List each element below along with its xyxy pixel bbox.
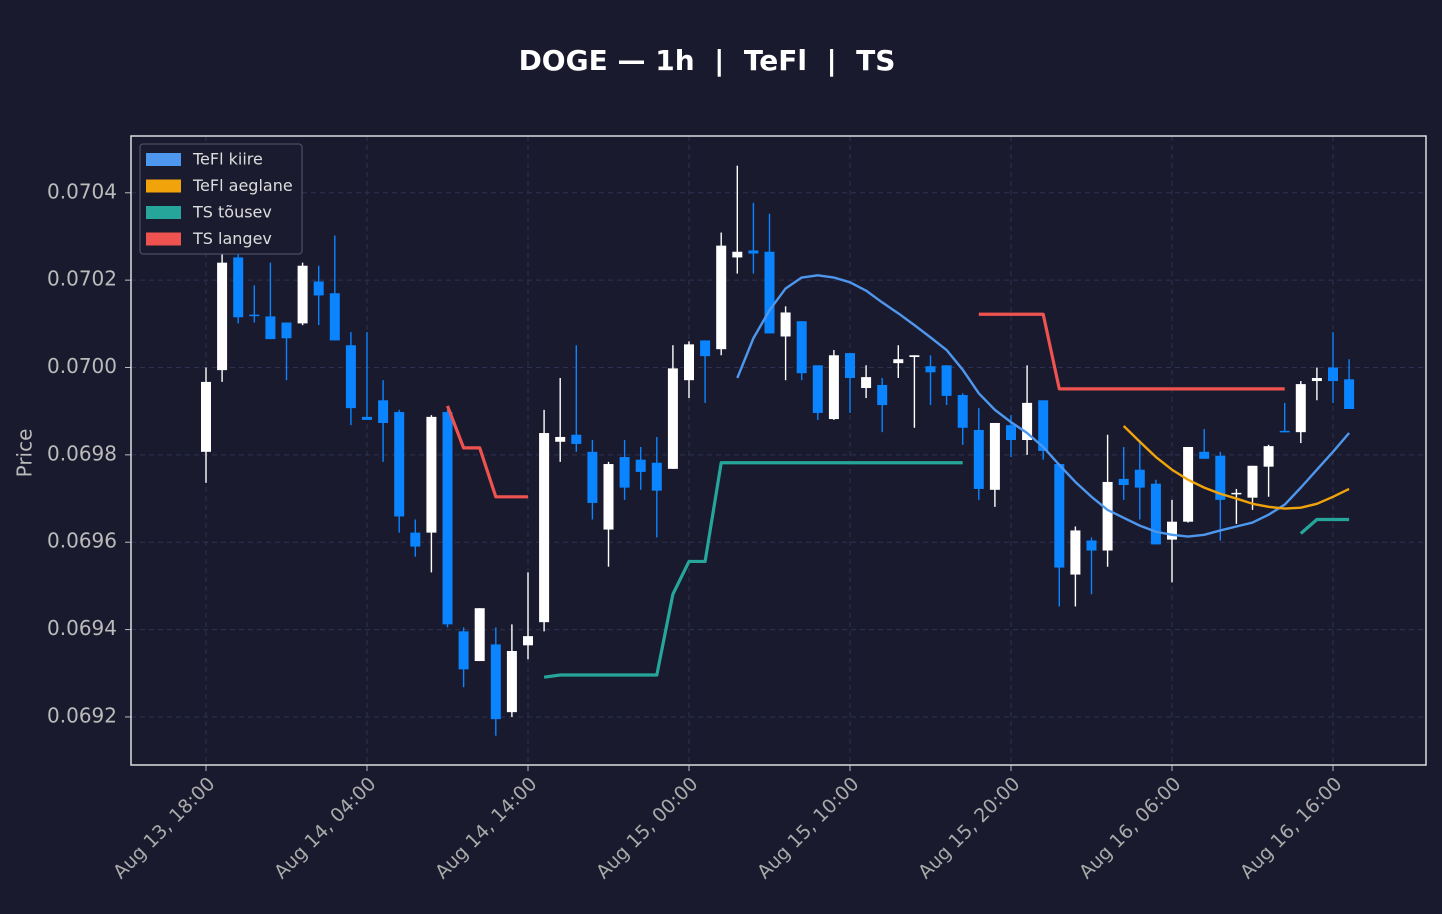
candle-body — [780, 312, 791, 337]
candle-body — [1022, 402, 1033, 441]
y-tick-label: 0.0704 — [47, 179, 117, 203]
candle-body — [265, 316, 276, 340]
candle-body — [877, 384, 888, 406]
candle-body — [925, 366, 936, 373]
candle-body — [345, 345, 356, 409]
candle-body — [394, 412, 405, 517]
indicator-line — [736, 274, 1351, 538]
candle-body — [1070, 530, 1081, 575]
candle-body — [1038, 400, 1049, 451]
candle-body — [249, 314, 260, 317]
y-tick-label: 0.0696 — [47, 529, 117, 553]
legend-box — [139, 143, 303, 255]
candle-body — [1134, 469, 1145, 488]
candle-body — [217, 262, 228, 371]
candle-body — [233, 257, 244, 318]
legend-swatch — [146, 153, 181, 166]
candle-body — [812, 365, 823, 413]
candle-body — [523, 636, 533, 646]
candle-body — [1295, 384, 1306, 433]
candle-body — [635, 459, 646, 472]
candle-body — [1279, 430, 1290, 433]
candle-body — [201, 381, 211, 452]
candle-body — [667, 368, 678, 469]
candle-body — [410, 532, 421, 547]
candle-body — [1199, 451, 1210, 459]
candle-body — [1183, 447, 1194, 522]
candle-body — [571, 434, 582, 444]
y-tick-label: 0.0702 — [47, 267, 117, 291]
y-tick-label: 0.0694 — [47, 616, 117, 640]
legend-swatch — [146, 179, 181, 193]
candle-body — [796, 321, 807, 374]
candle-body — [1328, 367, 1338, 382]
candle-body — [329, 293, 340, 341]
candle-body — [973, 429, 984, 489]
candle-body — [1215, 455, 1226, 500]
legend-label: TS tõusev — [192, 203, 272, 222]
chart-title: DOGE — 1h | TeFl | TS — [519, 44, 896, 77]
candle-body — [1167, 521, 1177, 540]
legend-label: TeFl kiire — [192, 150, 263, 169]
candle-body — [651, 462, 662, 491]
candle-body — [555, 436, 566, 442]
candle-body — [941, 365, 952, 396]
candle-body — [313, 281, 324, 296]
indicator-line — [1122, 425, 1350, 510]
candle-body — [1086, 540, 1097, 551]
indicator-line — [446, 312, 1285, 499]
indicator-line — [543, 461, 1350, 679]
legend-label: TeFl aeglane — [192, 176, 293, 195]
candle-body — [539, 433, 550, 623]
candle-body — [893, 359, 904, 364]
candle-body — [362, 416, 372, 420]
candle-body — [474, 608, 485, 662]
legend-swatch — [146, 206, 181, 219]
candle-body — [748, 250, 759, 254]
candle-body — [1311, 377, 1322, 382]
y-tick-label: 0.0700 — [47, 354, 117, 378]
candle-body — [1344, 379, 1355, 410]
candle-body — [845, 353, 855, 378]
candle-body — [1150, 483, 1161, 545]
candle-body — [1231, 492, 1242, 495]
candle-body — [989, 422, 1000, 490]
candle-body — [909, 355, 920, 358]
candle-body — [957, 395, 968, 428]
candle-body — [603, 464, 614, 530]
y-axis-label: Price — [13, 429, 37, 478]
legend-swatch — [146, 232, 181, 246]
y-tick-label: 0.0692 — [47, 703, 117, 727]
candle-body — [506, 650, 517, 713]
candle-body — [684, 344, 694, 381]
candle-body — [861, 377, 872, 389]
candle-body — [458, 631, 469, 670]
candle-body — [426, 416, 437, 533]
candle-body — [700, 340, 711, 357]
candle-body — [1118, 478, 1129, 486]
candle-body — [1263, 446, 1274, 467]
candle-body — [828, 355, 839, 420]
candle-body — [378, 400, 389, 423]
candle-body — [1006, 425, 1016, 441]
candle-body — [490, 644, 501, 720]
y-tick-label: 0.0698 — [47, 441, 117, 465]
candle-body — [281, 322, 292, 339]
candle-body — [619, 457, 630, 488]
legend-label: TS langev — [192, 229, 272, 248]
candle-body — [716, 245, 727, 350]
candle-body — [442, 412, 453, 625]
candle-body — [1054, 464, 1065, 568]
candle-body — [587, 451, 598, 503]
candle-body — [764, 251, 775, 334]
candle-body — [1247, 465, 1258, 498]
candle-body — [1102, 481, 1113, 551]
plot-frame — [130, 135, 1427, 766]
candle-body — [297, 265, 308, 324]
candle-body — [732, 251, 743, 258]
